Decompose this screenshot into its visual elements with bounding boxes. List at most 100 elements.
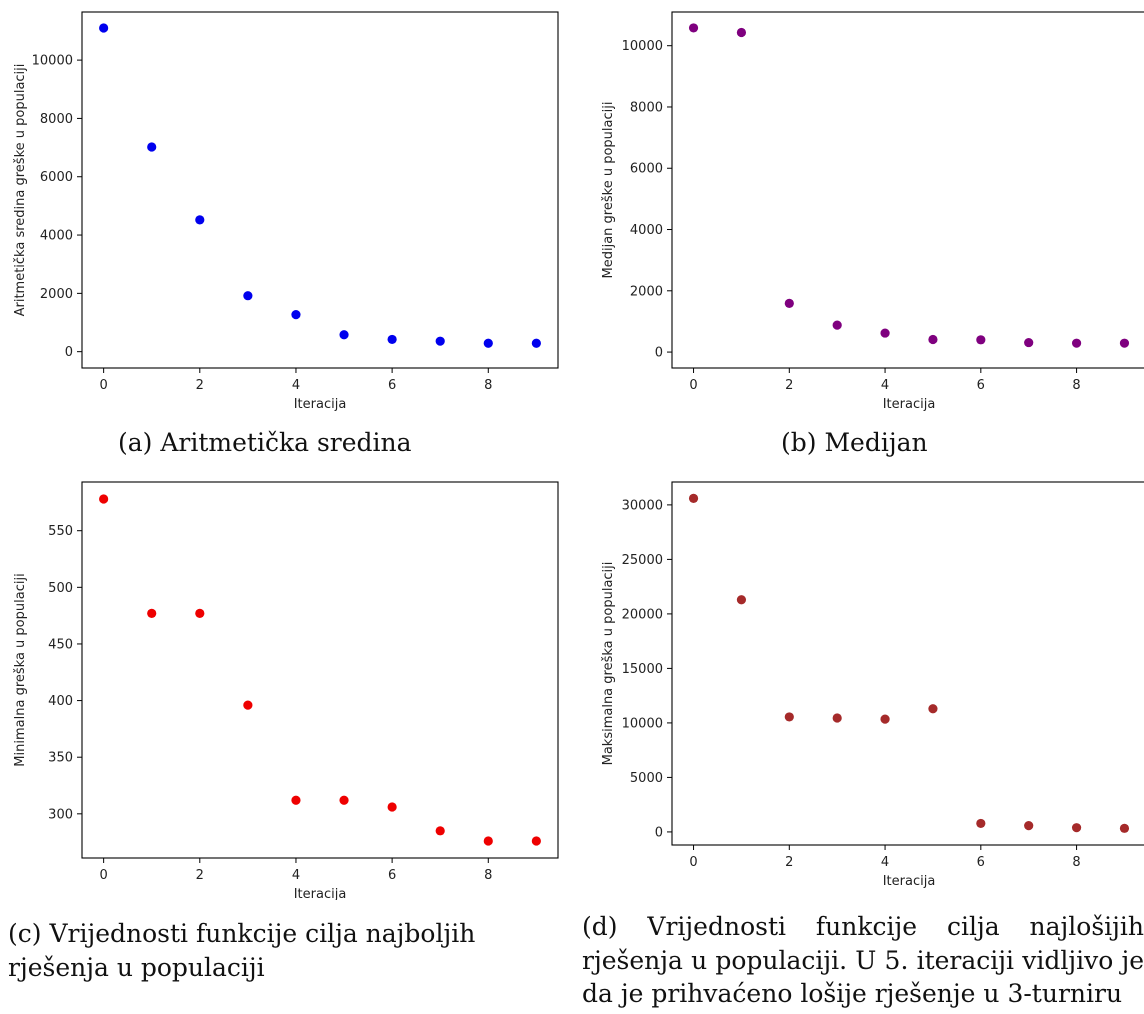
y-tick-label: 4000 <box>630 223 663 238</box>
scatter-plot-maximum: 0 2 4 6 8 0 5000 10000 15000 20000 25000 30000 Itera… <box>601 481 1144 889</box>
data-point <box>99 494 109 504</box>
data-point <box>387 802 397 812</box>
data-point <box>736 595 747 605</box>
chart-panel-c: 0 2 4 6 8 300 350 400 450 500 550 Iteracija Minimaln… <box>0 470 572 1014</box>
y-tick-label: 2000 <box>630 284 663 299</box>
x-axis-label: Iteracija <box>294 887 347 900</box>
data-point <box>1119 338 1130 348</box>
x-tick-label: 2 <box>196 868 204 883</box>
y-tick-label: 500 <box>48 581 73 596</box>
x-tick-label: 6 <box>388 378 396 393</box>
data-point <box>832 713 842 723</box>
y-tick-label: 20000 <box>622 607 663 622</box>
data-point <box>99 23 109 33</box>
data-point <box>1071 338 1082 348</box>
y-tick-label: 30000 <box>622 498 663 513</box>
scatter-plot-minimum: 0 2 4 6 8 300 350 400 450 500 550 Iteracija Minimaln… <box>13 481 559 900</box>
y-axis-label: Aritmetička sredina greške u populaciji <box>13 64 28 317</box>
y-tick-label: 25000 <box>622 553 663 568</box>
data-point <box>291 795 301 805</box>
y-tick-label: 10000 <box>622 39 663 54</box>
chart-panel-b: 0 2 4 6 8 0 2000 4000 6000 8000 10000 Iteracija Medi… <box>572 0 1144 470</box>
y-tick-label: 450 <box>48 637 73 652</box>
x-tick-label: 6 <box>388 868 396 883</box>
data-point <box>483 836 493 846</box>
data-point <box>339 795 349 805</box>
y-tick-label: 550 <box>48 524 73 539</box>
y-axis-label: Maksimalna greška u populaciji <box>601 562 616 766</box>
x-tick-label: 0 <box>689 378 697 393</box>
x-tick-label: 6 <box>977 378 985 393</box>
data-point <box>147 142 157 152</box>
y-tick-label: 350 <box>48 751 73 766</box>
data-point <box>928 334 938 345</box>
y-tick-label: 400 <box>48 694 73 709</box>
data-point <box>147 608 157 618</box>
data-point <box>195 608 205 618</box>
x-tick-label: 4 <box>292 378 300 393</box>
x-tick-label: 8 <box>484 868 492 883</box>
data-point <box>880 714 890 724</box>
y-tick-label: 0 <box>655 825 663 840</box>
plot-frame <box>81 11 559 369</box>
scatter-plot-mean: 0 2 4 6 8 0 2000 4000 6000 8000 10000 Iteracija Arit… <box>13 11 559 412</box>
data-point <box>387 334 397 345</box>
data-point <box>483 338 493 348</box>
data-point <box>339 330 349 340</box>
y-tick-label: 300 <box>48 807 73 822</box>
data-point <box>531 836 541 846</box>
data-point <box>688 493 699 503</box>
y-tick-label: 6000 <box>630 162 663 177</box>
y-tick-label: 8000 <box>630 100 663 115</box>
data-point <box>291 310 301 320</box>
y-tick-label: 10000 <box>32 54 73 69</box>
caption-d: (d) Vrijednosti funkcije cilja najlošiji… <box>582 912 1144 1008</box>
data-point <box>1024 820 1034 831</box>
data-point <box>976 818 986 829</box>
x-axis-label: Iteracija <box>294 397 347 412</box>
data-point <box>688 23 699 33</box>
y-tick-label: 5000 <box>630 771 663 786</box>
y-tick-label: 4000 <box>40 229 73 244</box>
data-point <box>195 215 205 225</box>
data-point <box>435 826 445 836</box>
x-tick-label: 8 <box>1072 378 1080 393</box>
data-point <box>928 704 938 714</box>
x-tick-label: 4 <box>292 868 300 883</box>
data-point <box>531 338 541 348</box>
x-axis-label: Iteracija <box>883 874 936 889</box>
x-tick-label: 0 <box>689 855 697 870</box>
y-tick-label: 8000 <box>40 112 73 127</box>
data-point <box>976 335 986 345</box>
data-point <box>784 712 794 722</box>
data-point <box>880 328 890 338</box>
x-tick-label: 2 <box>785 855 793 870</box>
data-point <box>243 291 253 301</box>
x-tick-label: 6 <box>977 855 985 870</box>
plot-frame <box>671 11 1144 369</box>
y-tick-label: 2000 <box>40 287 73 302</box>
x-tick-label: 8 <box>484 378 492 393</box>
y-axis-label: Minimalna greška u populaciji <box>13 573 28 766</box>
y-axis-label: Medijan greške u populaciji <box>601 102 616 279</box>
data-point <box>243 700 253 710</box>
caption-c: (c) Vrijednosti funkcije cilja najboljih… <box>8 919 476 982</box>
x-tick-label: 8 <box>1072 855 1080 870</box>
y-tick-label: 6000 <box>40 170 73 185</box>
x-tick-label: 4 <box>881 855 889 870</box>
data-point <box>736 27 747 38</box>
y-tick-label: 10000 <box>622 716 663 731</box>
x-tick-label: 2 <box>785 378 793 393</box>
data-point <box>784 298 794 308</box>
scatter-plot-median: 0 2 4 6 8 0 2000 4000 6000 8000 10000 Iteracija Medi… <box>601 11 1144 412</box>
caption-a: (a) Aritmetička sredina <box>118 428 412 457</box>
y-tick-label: 0 <box>65 345 73 360</box>
data-point <box>1119 823 1130 833</box>
y-tick-label: 0 <box>655 346 663 361</box>
x-tick-label: 0 <box>99 868 107 883</box>
y-tick-label: 15000 <box>622 662 663 677</box>
data-point <box>435 336 445 346</box>
plot-frame <box>671 481 1144 846</box>
data-point <box>1071 823 1082 833</box>
chart-panel-a: 0 2 4 6 8 0 2000 4000 6000 8000 10000 Iteracija Arit… <box>0 0 572 470</box>
